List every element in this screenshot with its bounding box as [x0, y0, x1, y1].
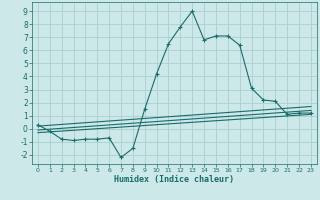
X-axis label: Humidex (Indice chaleur): Humidex (Indice chaleur) — [115, 175, 234, 184]
